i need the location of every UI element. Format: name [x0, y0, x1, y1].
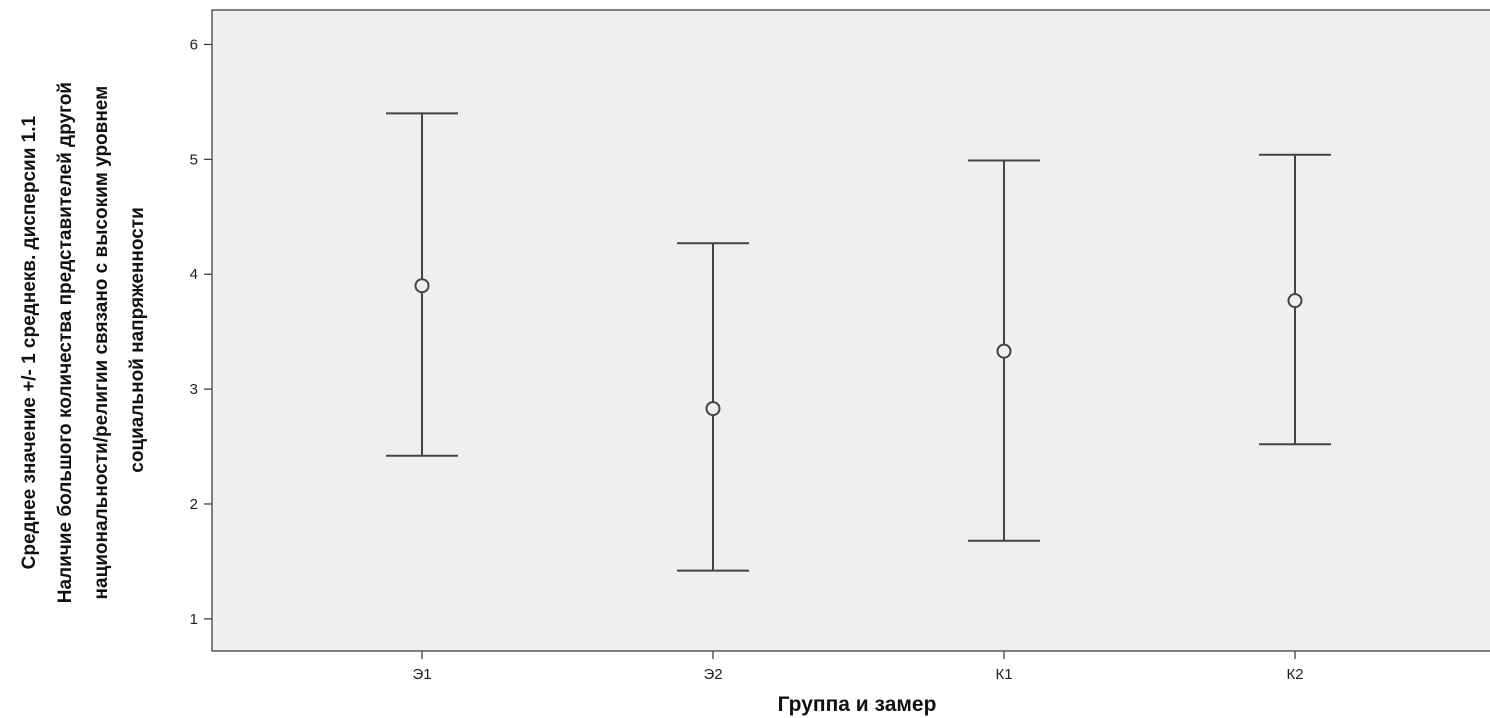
svg-text:Среднее значение +/- 1 среднек: Среднее значение +/- 1 среднекв. дисперс… [19, 77, 148, 604]
y-tick-label-2: 2 [190, 496, 198, 513]
errorbar-2 [968, 159, 1040, 542]
y-axis-label-line-3: национальности/религии связано с высоким… [91, 86, 112, 600]
errorbar-marks [386, 112, 1331, 572]
y-tick-label-5: 5 [190, 151, 198, 168]
mean-marker-1 [705, 401, 721, 417]
mean-marker-0 [414, 278, 430, 294]
x-axis: Э1 Э2 К1 К2 [412, 651, 1304, 683]
mean-marker-3 [1287, 293, 1303, 309]
y-tick-label-6: 6 [190, 36, 198, 53]
x-tick-label-3: К2 [1286, 666, 1303, 683]
x-tick-label-2: К1 [995, 666, 1012, 683]
mean-marker-2 [996, 343, 1012, 359]
errorbar-1 [677, 242, 749, 572]
y-axis-label-line-2: Наличие большого количества представител… [55, 82, 76, 603]
y-tick-label-1: 1 [190, 611, 198, 628]
x-tick-label-0: Э1 [412, 666, 431, 683]
y-tick-label-3: 3 [190, 381, 198, 398]
errorbar-0 [386, 112, 458, 457]
plot-area [211, 9, 1490, 652]
y-axis: 1 2 3 4 5 6 [190, 36, 212, 628]
y-axis-label-line-4: социальной напряженности [127, 207, 148, 473]
errorbar-3 [1259, 153, 1331, 446]
y-tick-label-4: 4 [190, 266, 198, 283]
x-tick-label-1: Э2 [703, 666, 722, 683]
y-axis-label: Среднее значение +/- 1 среднекв. дисперс… [19, 77, 148, 604]
x-axis-label: Группа и замер [778, 693, 937, 716]
y-axis-label-line-1: Среднее значение +/- 1 среднекв. дисперс… [19, 115, 40, 569]
